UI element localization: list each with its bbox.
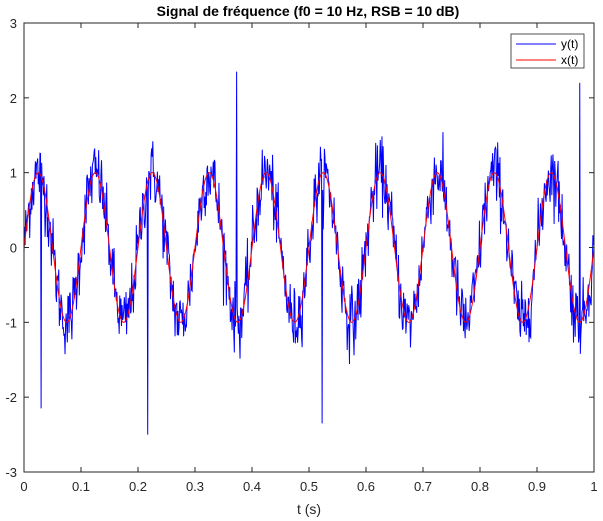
x-tick-label: 0.5 <box>300 479 318 494</box>
x-tick-label: 0.2 <box>129 479 147 494</box>
x-tick-label: 0.7 <box>414 479 432 494</box>
x-tick-label: 1 <box>590 479 597 494</box>
x-tick-label: 0.1 <box>72 479 90 494</box>
legend: y(t) x(t) <box>510 33 585 69</box>
x-tick-label: 0.9 <box>528 479 546 494</box>
series-layer <box>24 71 594 435</box>
y-tick-label: 1 <box>10 166 17 181</box>
y-tick-label: -2 <box>5 390 17 405</box>
ticks-layer: 0 0.1 0.2 0.3 0.4 0.5 0.6 0.7 0.8 0.9 1 -3 -2 -1 0 1 2 3 <box>5 16 597 494</box>
y-tick-label: -1 <box>5 315 17 330</box>
y-tick-label: 2 <box>10 91 17 106</box>
x-axis-label: t (s) <box>297 501 321 517</box>
x-tick-label: 0 <box>20 479 27 494</box>
x-tick-label: 0.6 <box>357 479 375 494</box>
y-tick-label: 0 <box>10 241 17 256</box>
x-tick-label: 0.4 <box>243 479 261 494</box>
chart-title: Signal de fréquence (f0 = 10 Hz, RSB = 1… <box>157 3 460 19</box>
legend-label-clean: x(t) <box>561 53 578 67</box>
x-tick-label: 0.3 <box>186 479 204 494</box>
y-tick-label: 3 <box>10 16 17 31</box>
legend-box <box>510 33 585 69</box>
legend-label-noisy: y(t) <box>561 37 578 51</box>
x-tick-label: 0.8 <box>471 479 489 494</box>
series-line-clean <box>24 172 594 323</box>
y-tick-label: -3 <box>5 465 17 480</box>
series-line-noisy <box>24 71 594 435</box>
